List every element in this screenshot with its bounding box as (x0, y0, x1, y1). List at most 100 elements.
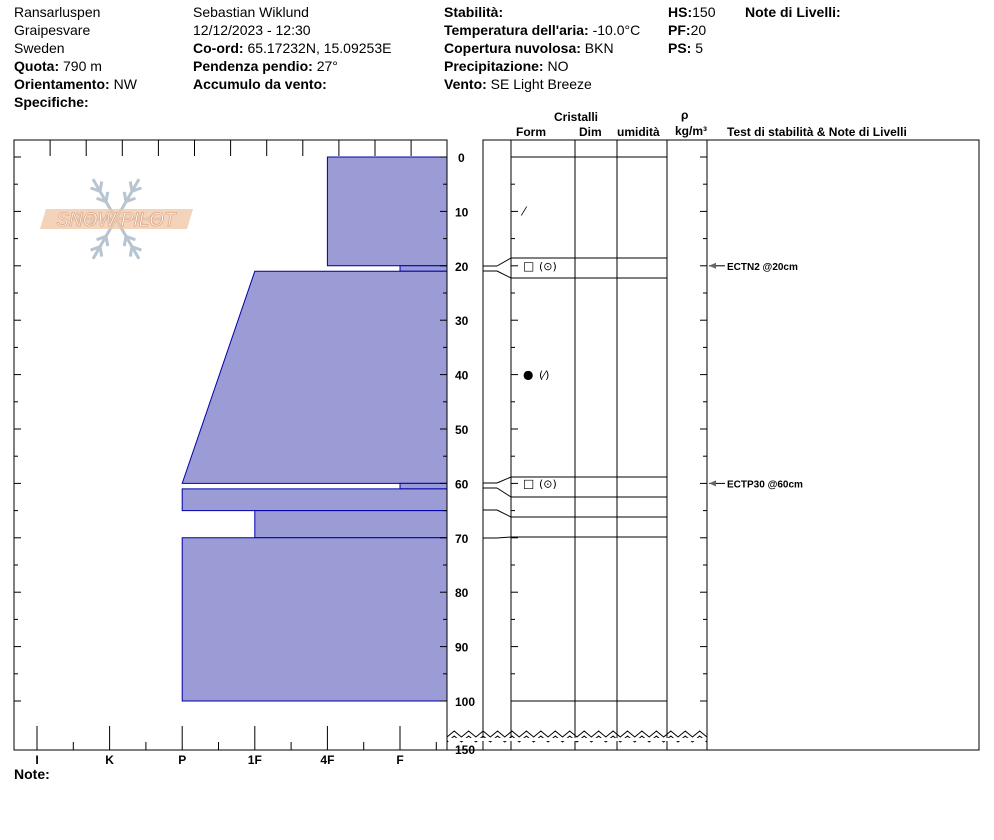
crystals-header: Cristalli (554, 110, 599, 124)
crystal-form-symbol: □ (523, 476, 534, 490)
hardness-layer (254, 510, 448, 539)
slope-value: 27° (316, 58, 338, 74)
aspect: Orientamento: NW (14, 76, 137, 92)
size-header: Dim (579, 125, 602, 139)
layer-connector (496, 487, 512, 498)
layer-connector (496, 270, 512, 279)
depth-label: 50 (455, 423, 469, 437)
elevation-label: Quota: (14, 58, 60, 74)
depth-label: 90 (455, 641, 469, 655)
form-header: Form (516, 125, 546, 139)
hardness-label: 4F (320, 753, 334, 767)
ps-value: 5 (695, 40, 704, 56)
slope-label: Pendenza pendio: (193, 58, 313, 74)
snowpilot-logo: SNOW PILOT (40, 178, 193, 260)
pf-label: PF: (668, 22, 691, 38)
ps: PS: 5 (668, 40, 703, 56)
depth-label: 0 (458, 151, 465, 165)
tests-header: Test di stabilità & Note di Livelli (727, 125, 907, 139)
hardness-layer (181, 488, 448, 512)
snowflake-branch (128, 181, 134, 192)
hardness-label: K (105, 753, 114, 767)
arrow-icon (709, 262, 716, 269)
crystal-form-symbol: ⁄ (520, 204, 528, 218)
sky-label: Copertura nuvolosa: (444, 40, 581, 56)
coord-label: Co-ord: (193, 40, 244, 56)
layer-connector (496, 257, 512, 267)
profile-labels: 0 10 20 30 40 50 60 70 80 90 100 150 I K P 1F 4F F ⁄ □ (⊙) ● (… (35, 151, 803, 767)
observer: Sebastian Wiklund (193, 4, 309, 20)
wind-label: Vento: (444, 76, 487, 92)
wind: Vento: SE Light Breeze (444, 76, 592, 92)
crystal-secondary-symbol: (⊙) (539, 477, 557, 490)
depth-label: 40 (455, 369, 469, 383)
stability-label: Stabilità: (444, 4, 504, 20)
pf: PF:20 (668, 22, 706, 38)
crystal-form-symbol: □ (523, 259, 534, 273)
aspect-label: Orientamento: (14, 76, 110, 92)
snowflake-branch (98, 181, 104, 192)
depth-label: 150 (455, 743, 475, 757)
layer-connector (496, 536, 512, 539)
elevation: Quota: 790 m (14, 58, 102, 74)
coord-value: 65.17232N, 15.09253E (247, 40, 392, 56)
hs: HS:150 (668, 4, 715, 20)
logo-text: SNOW PILOT (56, 210, 177, 231)
moisture-header: umidità (617, 125, 660, 139)
depth-label: 30 (455, 314, 469, 328)
hardness-layer (399, 265, 448, 272)
sky-value: BKN (584, 40, 614, 56)
hardness-label: I (35, 753, 38, 767)
depth-label: 60 (455, 477, 469, 491)
depth-label: 80 (455, 586, 469, 600)
slope: Pendenza pendio: 27° (193, 58, 338, 74)
layer-notes-label: Note di Livelli: (745, 4, 841, 20)
area: Graipesvare (14, 22, 91, 38)
hardness-label: F (396, 753, 403, 767)
layer-connector (496, 476, 512, 484)
crystal-form-symbol: ● (523, 368, 533, 382)
wind-value: SE Light Breeze (490, 76, 592, 92)
hs-value: 150 (692, 4, 716, 20)
depth-label: 20 (455, 260, 469, 274)
logo-banner (40, 209, 193, 229)
layer-connector (496, 509, 512, 518)
density-header: kg/m³ (675, 124, 708, 138)
hs-label: HS: (668, 4, 693, 20)
snowflake-branch (122, 191, 128, 202)
wind-loading-label: Accumulo da vento: (193, 76, 327, 92)
snowflake-branch (90, 186, 101, 193)
elevation-value: 790 m (63, 58, 102, 74)
snowflake-branch (96, 234, 107, 242)
air-temp-value: -10.0°C (592, 22, 641, 38)
datetime: 12/12/2023 - 12:30 (193, 22, 311, 38)
snowflake-branch (125, 234, 136, 242)
snowflake-branch (90, 245, 101, 252)
note-label: Note: (14, 766, 50, 782)
hardness-layer (399, 482, 448, 490)
stability-test-result: ECTN2 @20cm (727, 262, 798, 273)
snowflake-branch (122, 236, 128, 247)
hardness-label: P (178, 753, 186, 767)
precip-value: NO (547, 58, 569, 74)
sky-cover: Copertura nuvolosa: BKN (444, 40, 614, 56)
stability-test-result: ECTP30 @60cm (727, 479, 803, 490)
pf-value: 20 (690, 22, 707, 38)
axis-break (446, 730, 708, 738)
crystal-secondary-symbol: (⁄) (539, 369, 549, 382)
location: Ransarluspen (14, 4, 101, 20)
crystal-table-frame (482, 139, 980, 751)
crystal-secondary-symbol: (⊙) (539, 260, 557, 273)
snowflake-branch (96, 196, 107, 204)
axis-break-gap (448, 738, 706, 741)
ps-label: PS: (668, 40, 692, 56)
coordinates: Co-ord: 65.17232N, 15.09253E (193, 40, 391, 56)
precip-label: Precipitazione: (444, 58, 544, 74)
profile-frame (13, 139, 980, 751)
hardness-label: 1F (248, 753, 262, 767)
hardness-layer (326, 156, 448, 267)
depth-label: 70 (455, 532, 469, 546)
specifics-label: Specifiche: (14, 94, 89, 110)
axis-break (446, 735, 708, 743)
